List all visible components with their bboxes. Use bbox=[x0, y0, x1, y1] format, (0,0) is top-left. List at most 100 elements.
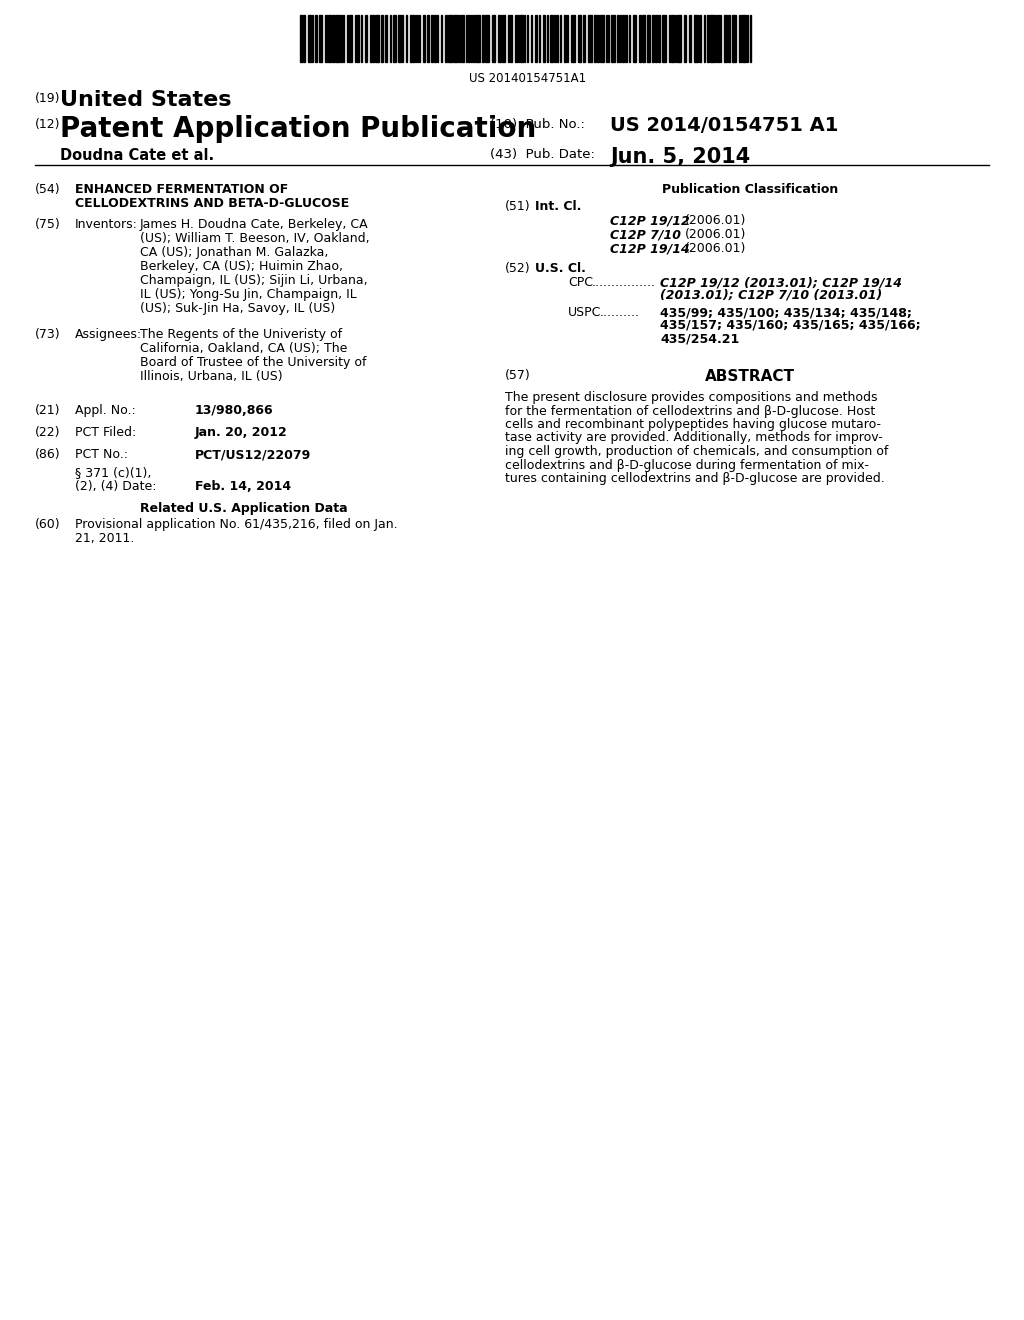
Bar bbox=[535, 15, 537, 62]
Text: (2006.01): (2006.01) bbox=[685, 242, 746, 255]
Bar bbox=[556, 15, 558, 62]
Bar bbox=[319, 15, 322, 62]
Bar bbox=[476, 15, 480, 62]
Text: United States: United States bbox=[60, 90, 231, 110]
Text: Jun. 5, 2014: Jun. 5, 2014 bbox=[610, 147, 751, 168]
Text: (43)  Pub. Date:: (43) Pub. Date: bbox=[490, 148, 595, 161]
Bar bbox=[515, 15, 517, 62]
Text: The Regents of the Univeristy of: The Regents of the Univeristy of bbox=[140, 327, 342, 341]
Bar bbox=[543, 15, 545, 62]
Text: cells and recombinant polypeptides having glucose mutaro-: cells and recombinant polypeptides havin… bbox=[505, 418, 881, 432]
Bar bbox=[498, 15, 501, 62]
Text: CPC: CPC bbox=[568, 276, 593, 289]
Text: 21, 2011.: 21, 2011. bbox=[75, 532, 134, 545]
Text: US 2014/0154751 A1: US 2014/0154751 A1 bbox=[610, 116, 839, 135]
Bar bbox=[710, 15, 714, 62]
Bar bbox=[694, 15, 698, 62]
Text: (54): (54) bbox=[35, 183, 60, 195]
Text: C12P 19/12 (2013.01); C12P 19/14: C12P 19/12 (2013.01); C12P 19/14 bbox=[660, 276, 902, 289]
Bar bbox=[647, 15, 650, 62]
Bar bbox=[684, 15, 686, 62]
Bar bbox=[335, 15, 339, 62]
Bar bbox=[510, 15, 512, 62]
Bar bbox=[652, 15, 654, 62]
Bar bbox=[482, 15, 484, 62]
Text: Champaign, IL (US); Sijin Li, Urbana,: Champaign, IL (US); Sijin Li, Urbana, bbox=[140, 275, 368, 286]
Text: ................: ................ bbox=[592, 276, 656, 289]
Text: (2013.01); C12P 7/10 (2013.01): (2013.01); C12P 7/10 (2013.01) bbox=[660, 289, 883, 302]
Text: ABSTRACT: ABSTRACT bbox=[705, 370, 795, 384]
Bar bbox=[588, 15, 592, 62]
Text: (60): (60) bbox=[35, 517, 60, 531]
Bar bbox=[375, 15, 379, 62]
Text: ..........: .......... bbox=[600, 306, 640, 319]
Text: California, Oakland, CA (US); The: California, Oakland, CA (US); The bbox=[140, 342, 347, 355]
Bar bbox=[434, 15, 436, 62]
Bar bbox=[315, 15, 317, 62]
Bar bbox=[633, 15, 636, 62]
Text: cellodextrins and β-D-glucose during fermentation of mix-: cellodextrins and β-D-glucose during fer… bbox=[505, 458, 869, 471]
Bar bbox=[742, 15, 746, 62]
Text: (US); Suk-Jin Ha, Savoy, IL (US): (US); Suk-Jin Ha, Savoy, IL (US) bbox=[140, 302, 335, 315]
Text: for the fermentation of cellodextrins and β-D-glucose. Host: for the fermentation of cellodextrins an… bbox=[505, 404, 876, 417]
Bar bbox=[431, 15, 433, 62]
Bar bbox=[639, 15, 641, 62]
Bar bbox=[550, 15, 553, 62]
Bar bbox=[365, 15, 367, 62]
Bar bbox=[617, 15, 618, 62]
Text: (21): (21) bbox=[35, 404, 60, 417]
Text: Provisional application No. 61/435,216, filed on Jan.: Provisional application No. 61/435,216, … bbox=[75, 517, 397, 531]
Text: C12P 19/14: C12P 19/14 bbox=[610, 242, 690, 255]
Text: § 371 (c)(1),: § 371 (c)(1), bbox=[75, 466, 152, 479]
Bar bbox=[473, 15, 475, 62]
Bar bbox=[739, 15, 741, 62]
Bar bbox=[658, 15, 660, 62]
Bar bbox=[707, 15, 709, 62]
Text: (52): (52) bbox=[505, 261, 530, 275]
Text: PCT/US12/22079: PCT/US12/22079 bbox=[195, 447, 311, 461]
Text: (2006.01): (2006.01) bbox=[685, 228, 746, 242]
Text: (2006.01): (2006.01) bbox=[685, 214, 746, 227]
Text: USPC: USPC bbox=[568, 306, 601, 319]
Text: (10)  Pub. No.:: (10) Pub. No.: bbox=[490, 117, 585, 131]
Text: U.S. Cl.: U.S. Cl. bbox=[535, 261, 586, 275]
Bar bbox=[689, 15, 691, 62]
Text: Int. Cl.: Int. Cl. bbox=[535, 201, 582, 213]
Bar bbox=[677, 15, 681, 62]
Bar bbox=[461, 15, 464, 62]
Text: Illinois, Urbana, IL (US): Illinois, Urbana, IL (US) bbox=[140, 370, 283, 383]
Bar bbox=[485, 15, 489, 62]
Bar bbox=[300, 15, 302, 62]
Bar bbox=[611, 15, 615, 62]
Bar bbox=[381, 15, 383, 62]
Text: 435/254.21: 435/254.21 bbox=[660, 333, 739, 345]
Text: (22): (22) bbox=[35, 426, 60, 440]
Bar bbox=[724, 15, 727, 62]
Text: ing cell growth, production of chemicals, and consumption of: ing cell growth, production of chemicals… bbox=[505, 445, 889, 458]
Bar bbox=[385, 15, 387, 62]
Bar bbox=[328, 15, 331, 62]
Bar bbox=[427, 15, 429, 62]
Text: (86): (86) bbox=[35, 447, 60, 461]
Bar bbox=[398, 15, 401, 62]
Text: PCT No.:: PCT No.: bbox=[75, 447, 128, 461]
Bar bbox=[423, 15, 425, 62]
Text: Doudna Cate et al.: Doudna Cate et al. bbox=[60, 148, 214, 162]
Bar bbox=[308, 15, 311, 62]
Text: Feb. 14, 2014: Feb. 14, 2014 bbox=[195, 480, 291, 492]
Text: (57): (57) bbox=[505, 370, 530, 381]
Text: Jan. 20, 2012: Jan. 20, 2012 bbox=[195, 426, 288, 440]
Text: 435/99; 435/100; 435/134; 435/148;: 435/99; 435/100; 435/134; 435/148; bbox=[660, 306, 912, 319]
Text: (51): (51) bbox=[505, 201, 530, 213]
Bar bbox=[600, 15, 604, 62]
Bar bbox=[662, 15, 666, 62]
Text: The present disclosure provides compositions and methods: The present disclosure provides composit… bbox=[505, 391, 878, 404]
Bar bbox=[468, 15, 470, 62]
Bar bbox=[642, 15, 645, 62]
Text: Inventors:: Inventors: bbox=[75, 218, 138, 231]
Text: (73): (73) bbox=[35, 327, 60, 341]
Bar bbox=[655, 15, 657, 62]
Text: IL (US); Yong-Su Jin, Champaign, IL: IL (US); Yong-Su Jin, Champaign, IL bbox=[140, 288, 356, 301]
Bar bbox=[732, 15, 736, 62]
Bar bbox=[370, 15, 374, 62]
